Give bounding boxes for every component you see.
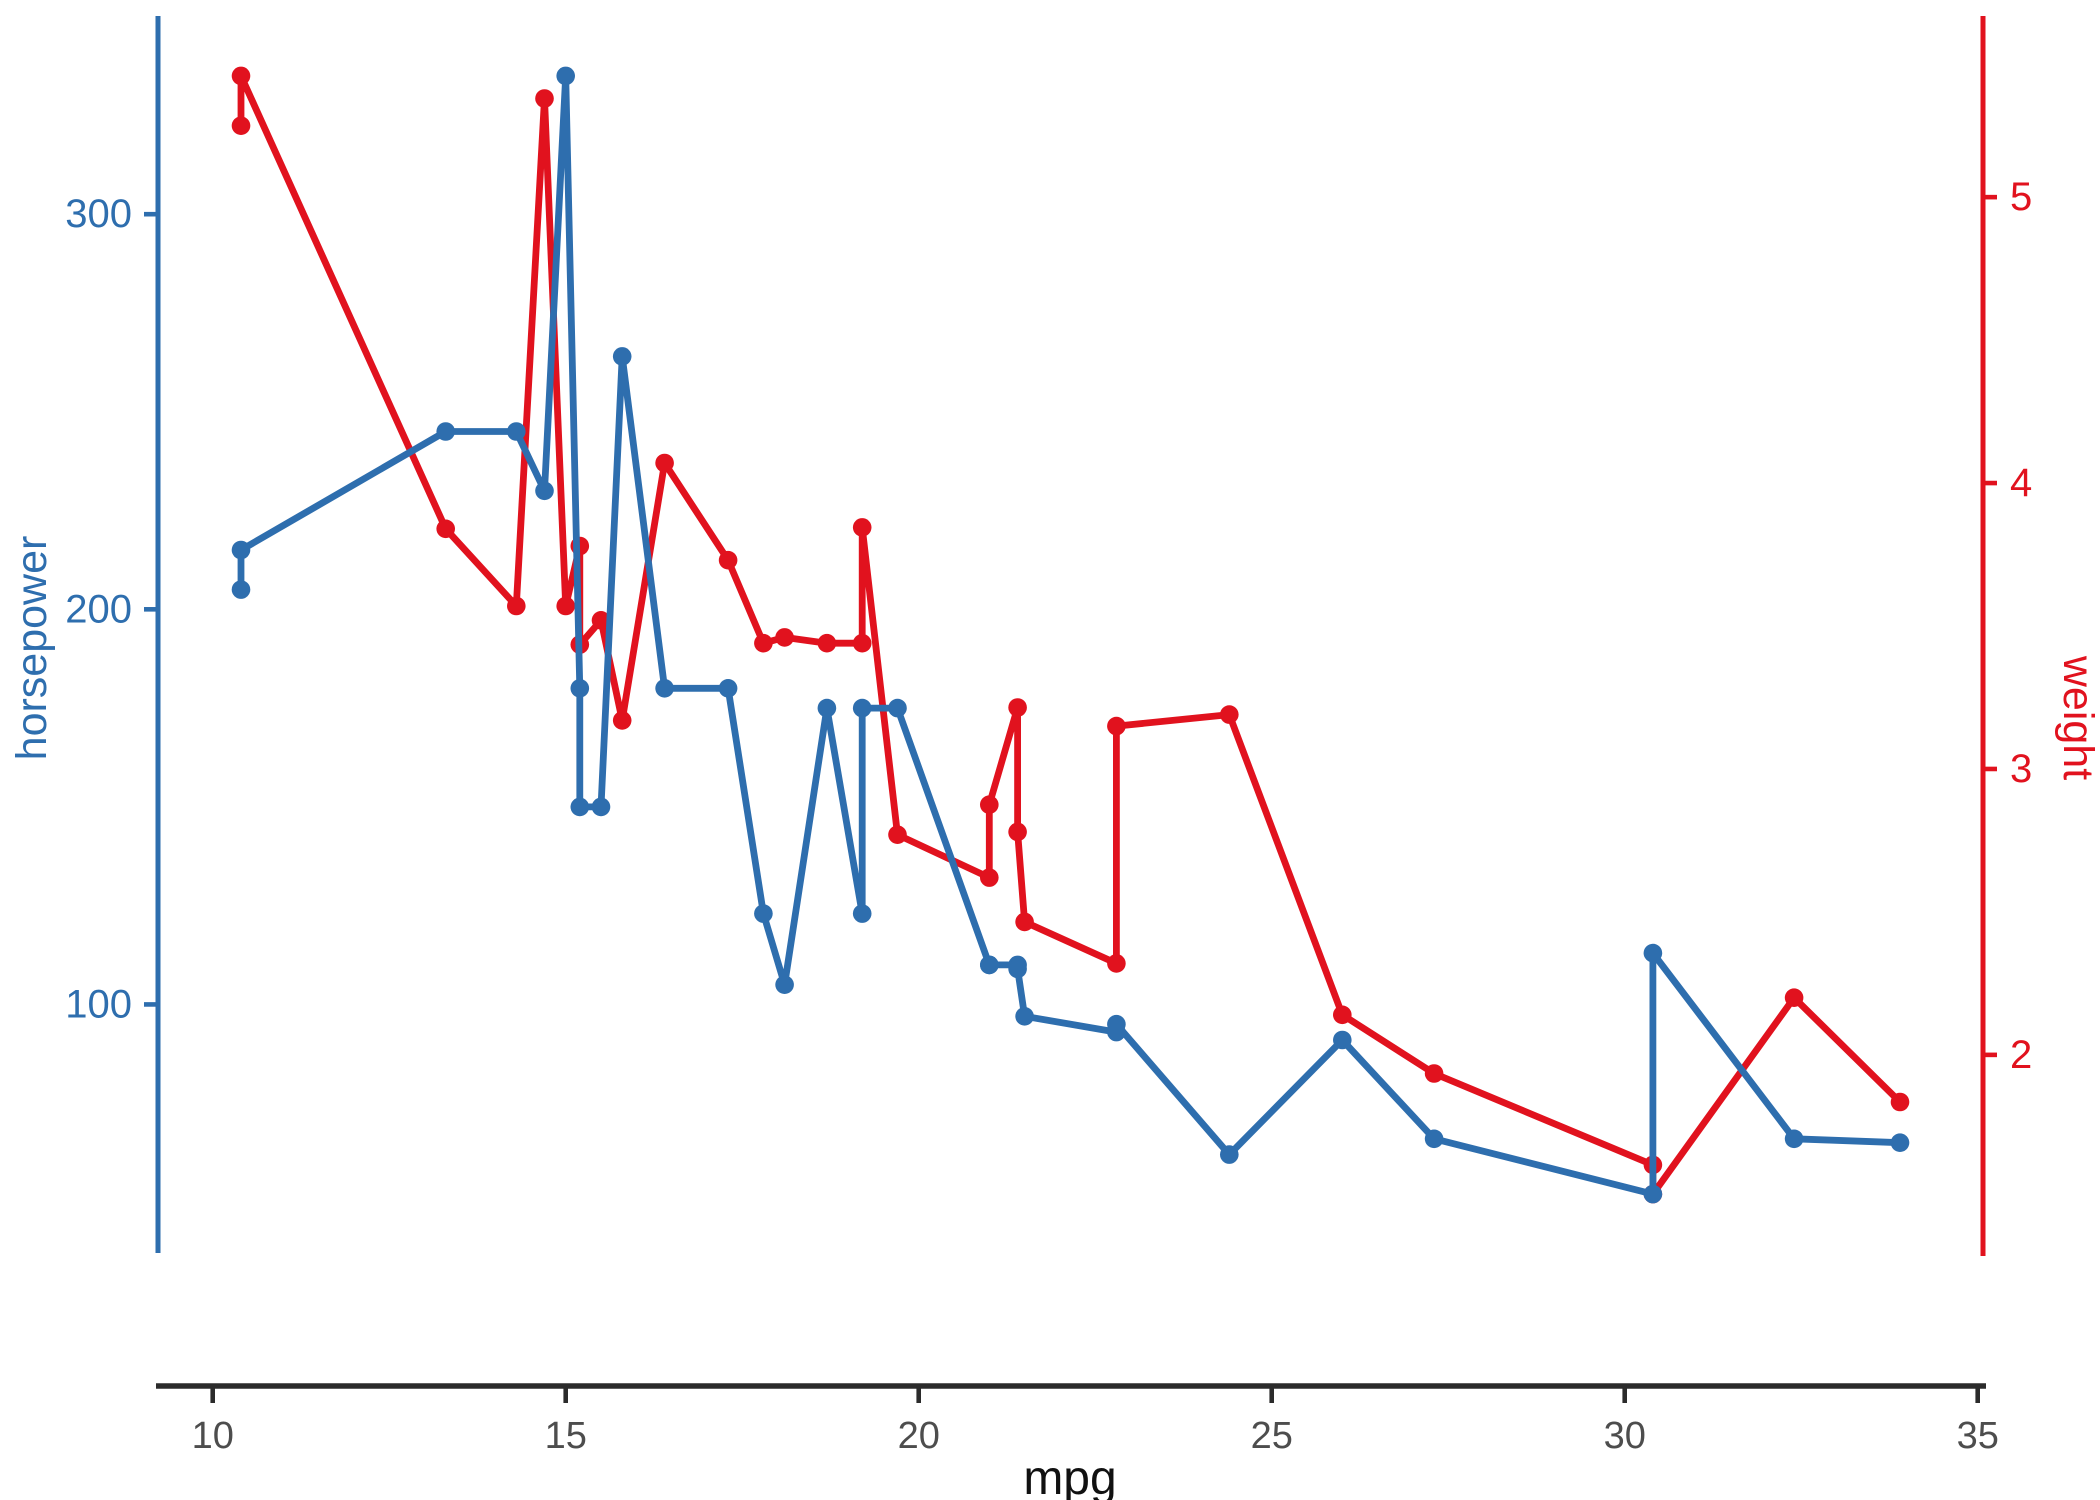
weight-data-point (1107, 954, 1126, 973)
horsepower-data-point (1008, 959, 1027, 979)
x-tick-label: 15 (545, 1415, 587, 1457)
weight-data-point (556, 596, 575, 616)
x-tick-label: 20 (898, 1415, 940, 1457)
horsepower-data-point (231, 540, 251, 560)
weight-data-point (1008, 822, 1027, 842)
horsepower-data-point (612, 347, 632, 366)
horsepower-data-point (1643, 1184, 1663, 1204)
y-right-tick-label: 4 (2010, 461, 2032, 505)
horsepower-data-point (1015, 1007, 1034, 1026)
y-left-tick-label: 100 (65, 982, 132, 1026)
weight-data-point (775, 628, 794, 647)
y-right-axis-title: weight (2054, 655, 2100, 780)
weight-data-point (754, 633, 773, 653)
horsepower-data-point (591, 797, 611, 817)
x-tick-label: 30 (1604, 1415, 1646, 1457)
y-right-tick-label: 5 (2010, 175, 2032, 219)
y-left-tick-label: 300 (65, 192, 132, 236)
horsepower-data-point (817, 698, 837, 718)
weight-data-point (1890, 1092, 1910, 1112)
weight-data-point (231, 116, 251, 135)
y-left-tick-label: 200 (65, 587, 132, 631)
weight-data-point (436, 519, 456, 539)
weight-data-point (888, 825, 907, 844)
y-right-tick-label: 2 (2010, 1033, 2032, 1077)
weight-data-point (718, 550, 738, 570)
horsepower-data-point (1107, 1014, 1126, 1034)
weight-data-point (1107, 716, 1126, 736)
horsepower-data-point (1784, 1129, 1804, 1149)
horsepower-data-point (718, 679, 738, 698)
weight-line (237, 72, 1904, 1198)
axes-layer: 100 200 300 2 3 4 5 10 15 20 25 30 35 (65, 16, 2032, 1457)
weight-data-point (852, 518, 872, 537)
weight-data-point (612, 711, 632, 730)
horsepower-data-point (1643, 943, 1663, 963)
weight-data-point (535, 89, 554, 108)
weight-series-layer (231, 66, 1910, 1204)
weight-data-point (231, 66, 251, 86)
horsepower-data-point (570, 797, 590, 817)
weight-data-point (591, 611, 611, 630)
x-tick-label: 25 (1251, 1415, 1293, 1457)
x-tick-label: 10 (192, 1415, 234, 1457)
horsepower-line (237, 72, 1904, 1198)
horsepower-data-point (655, 679, 674, 698)
weight-data-point (1784, 988, 1804, 1007)
horsepower-data-point (570, 679, 590, 698)
horsepower-data-point (754, 904, 773, 923)
horsepower-data-point (535, 481, 554, 501)
y-left-axis-title: horsepower (8, 536, 56, 761)
horsepower-data-point (1220, 1145, 1239, 1164)
x-tick-label: 35 (1957, 1415, 1999, 1457)
weight-data-point (980, 795, 999, 814)
weight-data-point (1015, 912, 1034, 932)
weight-data-point (980, 868, 999, 887)
weight-data-point (817, 633, 837, 653)
weight-data-point (852, 633, 872, 653)
weight-data-point (1333, 1005, 1352, 1025)
horsepower-data-point (852, 904, 872, 923)
horsepower-data-point (231, 580, 251, 599)
horsepower-data-point (888, 698, 907, 718)
horsepower-data-point (556, 66, 575, 86)
horsepower-data-point (1424, 1129, 1444, 1149)
weight-data-point (507, 596, 526, 616)
horsepower-data-point (1333, 1030, 1352, 1050)
weight-data-point (1220, 705, 1239, 724)
weight-data-point (1008, 698, 1027, 717)
horsepower-data-point (436, 422, 456, 441)
horsepower-data-point (775, 975, 794, 994)
horsepower-series-layer (231, 66, 1910, 1204)
y-right-tick-label: 3 (2010, 747, 2032, 791)
weight-data-point (1424, 1064, 1444, 1083)
horsepower-data-point (507, 422, 526, 441)
horsepower-data-point (980, 955, 999, 975)
weight-data-point (655, 453, 674, 473)
horsepower-data-point (1890, 1133, 1910, 1152)
x-axis-title: mpg (1023, 1452, 1116, 1500)
horsepower-data-point (852, 698, 872, 718)
